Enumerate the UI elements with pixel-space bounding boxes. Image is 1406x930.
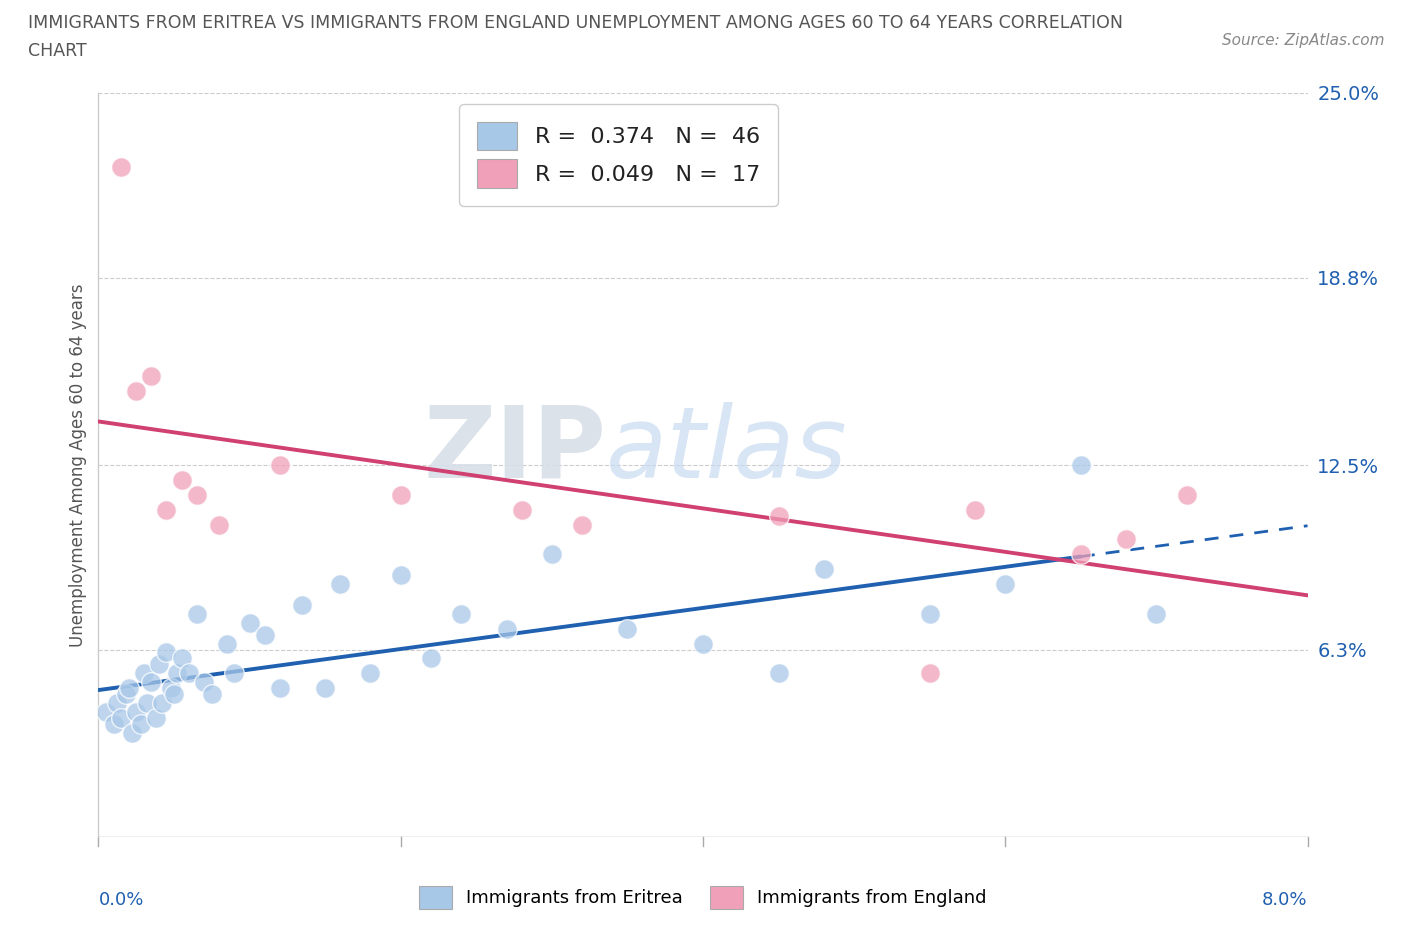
Point (253, 627, 276, 642)
Point (329, 577, 352, 591)
Point (103, 716, 125, 731)
Point (141, 368, 163, 383)
Point (186, 606, 208, 621)
Point (121, 725, 143, 740)
Point (360, 666, 382, 681)
Point (125, 705, 148, 720)
Point (768, 666, 790, 681)
Point (193, 675, 215, 690)
Text: IMMIGRANTS FROM ERITREA VS IMMIGRANTS FROM ENGLAND UNEMPLOYMENT AMONG AGES 60 TO: IMMIGRANTS FROM ERITREA VS IMMIGRANTS FR… (28, 14, 1123, 32)
Point (155, 502, 177, 517)
Point (110, 711, 132, 725)
Point (1146, 606, 1168, 621)
Point (114, 686, 136, 701)
Point (692, 636, 714, 651)
Point (389, 487, 412, 502)
Point (148, 657, 170, 671)
Point (155, 645, 177, 660)
Point (269, 681, 291, 696)
Point (768, 508, 790, 523)
Point (450, 606, 472, 621)
Point (150, 696, 173, 711)
Text: 0.0%: 0.0% (98, 891, 143, 909)
Point (540, 547, 562, 562)
Point (224, 666, 246, 681)
Point (239, 616, 262, 631)
Point (135, 696, 157, 711)
Point (145, 711, 167, 725)
Text: atlas: atlas (606, 402, 848, 498)
Point (129, 716, 152, 731)
Point (314, 681, 336, 696)
Point (1070, 458, 1092, 472)
Point (918, 666, 941, 681)
Point (160, 681, 183, 696)
Point (616, 621, 638, 636)
Point (208, 517, 231, 532)
Point (1175, 487, 1198, 502)
Point (1115, 532, 1137, 547)
Point (132, 666, 155, 681)
Point (918, 606, 941, 621)
Y-axis label: Unemployment Among Ages 60 to 64 years: Unemployment Among Ages 60 to 64 years (69, 284, 87, 646)
Point (186, 487, 208, 502)
Text: ZIP: ZIP (423, 402, 606, 498)
Point (965, 502, 987, 517)
Point (125, 383, 148, 398)
Point (141, 675, 163, 690)
Point (201, 686, 224, 701)
Point (510, 502, 533, 517)
Point (420, 651, 443, 666)
Point (110, 160, 132, 175)
Legend: R =  0.374   N =  46, R =  0.049   N =  17: R = 0.374 N = 46, R = 0.049 N = 17 (460, 104, 778, 206)
Point (269, 458, 291, 472)
Point (389, 567, 412, 582)
Point (1070, 547, 1092, 562)
Point (495, 621, 517, 636)
Point (994, 577, 1017, 591)
Point (215, 636, 238, 651)
Point (170, 472, 193, 487)
Text: 8.0%: 8.0% (1263, 891, 1308, 909)
Point (105, 696, 128, 711)
Point (179, 666, 201, 681)
Point (291, 597, 314, 612)
Point (94, 705, 117, 720)
Point (163, 686, 186, 701)
Point (118, 681, 141, 696)
Text: Source: ZipAtlas.com: Source: ZipAtlas.com (1222, 33, 1385, 47)
Point (170, 651, 193, 666)
Text: CHART: CHART (28, 42, 87, 60)
Point (813, 562, 835, 577)
Point (166, 666, 188, 681)
Legend: Immigrants from Eritrea, Immigrants from England: Immigrants from Eritrea, Immigrants from… (412, 879, 994, 916)
Point (571, 517, 593, 532)
